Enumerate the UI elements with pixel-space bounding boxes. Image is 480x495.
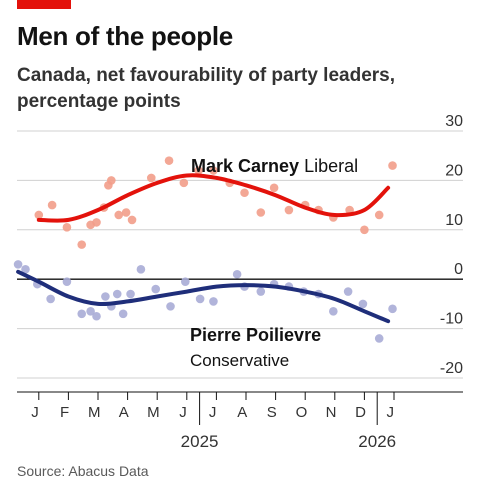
poilievre-data-point <box>181 277 190 286</box>
x-month-label: O <box>296 404 308 421</box>
y-tick-label: -10 <box>440 311 463 328</box>
carney-data-point <box>62 223 72 232</box>
carney-data-point <box>121 208 131 217</box>
x-month-label: J <box>386 404 394 421</box>
x-month-label: J <box>179 404 187 421</box>
carney-data-point <box>77 240 87 249</box>
poilievre-name-label: Pierre Poilievre <box>190 325 321 345</box>
carney-data-point <box>34 210 44 220</box>
carney-data-point <box>360 225 369 235</box>
x-month-label: M <box>147 404 160 421</box>
trend-lines <box>16 173 391 324</box>
poilievre-data-point <box>358 299 368 309</box>
poilievre-data-point <box>232 269 242 279</box>
source-note: Source: Abacus Data <box>17 463 149 479</box>
poilievre-data-point <box>92 311 101 321</box>
x-month-label: A <box>237 404 247 421</box>
carney-data-point <box>240 188 249 198</box>
poilievre-data-point <box>77 309 87 319</box>
poilievre-data-point <box>86 307 95 316</box>
poilievre-data-point <box>166 302 175 311</box>
chart-subtitle: Canada, net favourability of party leade… <box>17 65 395 112</box>
carney-data-point <box>164 156 174 165</box>
poilievre-data-point <box>374 334 384 343</box>
poilievre-data-point <box>21 265 30 274</box>
x-month-label: A <box>119 404 129 421</box>
poilievre-party-label: Conservative <box>190 351 289 370</box>
x-year-label: 2026 <box>358 432 396 451</box>
x-month-label: J <box>31 404 39 421</box>
carney-party-label: Liberal <box>304 156 358 176</box>
poilievre-data-point <box>256 287 266 296</box>
carney-data-point <box>92 218 101 227</box>
carney-data-point <box>146 173 156 183</box>
poilievre-data-point <box>136 265 146 274</box>
carney-data-point <box>47 200 57 210</box>
poilievre-data-point <box>195 294 205 304</box>
carney-series-label: Mark Carney Liberal <box>191 156 358 176</box>
y-tick-label: 20 <box>445 162 463 179</box>
y-tick-label: 30 <box>445 113 463 130</box>
x-year-label: 2025 <box>181 432 219 451</box>
carney-data-point <box>114 210 124 220</box>
y-tick-label: 10 <box>445 212 463 229</box>
y-axis-tick-labels: 30 20 10 0 -10 -20 <box>440 113 463 377</box>
y-tick-label: 0 <box>454 261 463 278</box>
carney-data-point <box>388 161 397 170</box>
poilievre-data-point <box>101 292 110 301</box>
x-axis: J F M A M J J A S O N D J 2025 2026 <box>17 391 463 451</box>
x-month-label: M <box>88 404 101 421</box>
poilievre-data-point <box>118 309 128 319</box>
poilievre-data-point <box>329 307 338 316</box>
chart-title: Men of the people <box>17 21 233 51</box>
carney-data-point <box>107 176 116 185</box>
poilievre-data-point <box>62 277 72 286</box>
x-month-label: D <box>355 404 366 421</box>
carney-data-point <box>284 205 294 215</box>
poilievre-data-point <box>343 287 353 296</box>
accent-bar <box>17 0 71 9</box>
poilievre-trend-line <box>16 269 391 324</box>
carney-data-point <box>256 208 266 217</box>
carney-data-point <box>194 166 203 175</box>
carney-data-point <box>269 183 279 193</box>
carney-data-point <box>209 166 218 175</box>
carney-trend-line <box>36 173 391 223</box>
carney-data-point <box>374 210 384 220</box>
poilievre-data-point <box>112 289 122 299</box>
carney-data-point <box>127 215 137 225</box>
x-month-label: J <box>209 404 217 421</box>
carney-name-label: Mark Carney <box>191 156 304 176</box>
gridlines <box>17 130 463 379</box>
x-month-label: S <box>267 404 277 421</box>
poilievre-data-point <box>151 284 161 294</box>
poilievre-data-point <box>388 304 397 314</box>
data-points <box>13 156 397 343</box>
x-month-label: F <box>60 404 69 421</box>
x-month-label: N <box>326 404 337 421</box>
y-tick-label: -20 <box>440 360 463 377</box>
poilievre-data-point <box>209 297 218 306</box>
poilievre-data-point <box>126 289 135 299</box>
poilievre-data-point <box>13 260 23 269</box>
carney-data-point <box>179 178 189 188</box>
poilievre-data-point <box>46 294 55 304</box>
series-labels: Mark Carney Liberal Pierre Poilievre Conse… <box>190 156 358 370</box>
